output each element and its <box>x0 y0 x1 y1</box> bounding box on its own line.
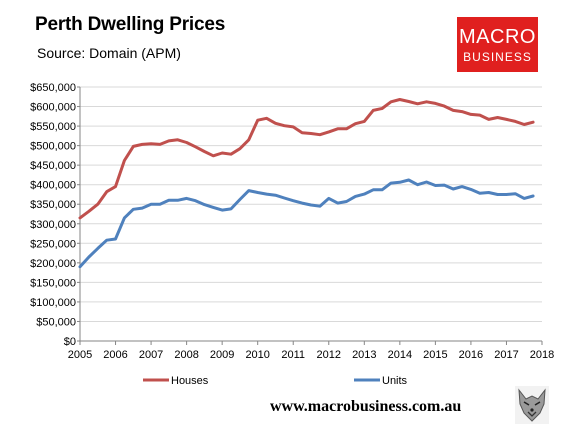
legend-label-houses: Houses <box>171 375 209 387</box>
y-tick-label: $300,000 <box>30 219 76 231</box>
series-houses <box>78 98 535 220</box>
wolf-head-icon <box>515 386 549 424</box>
macrobusiness-logo[interactable]: MACRO BUSINESS <box>457 17 538 72</box>
y-tick-label: $0 <box>64 336 76 348</box>
y-axis-tick-labels: $0 $50,000 $100,000 $150,000 $200,000 $250,00… <box>30 82 76 348</box>
y-tick-label: $200,000 <box>30 258 76 270</box>
y-tick-label: $500,000 <box>30 141 76 153</box>
y-tick-label: $600,000 <box>30 102 76 114</box>
x-tick-label: 2018 <box>530 349 554 361</box>
chart-legend: Houses Units <box>143 375 408 387</box>
chart-gridlines <box>80 86 542 322</box>
x-tick-label: 2017 <box>494 349 518 361</box>
chart-axes <box>77 86 543 345</box>
x-tick-label: 2014 <box>388 349 412 361</box>
x-tick-label: 2016 <box>459 349 483 361</box>
x-axis-tick-labels: 2005 2006 2007 2008 2009 2010 2011 2012 2013 2014… <box>68 349 554 361</box>
x-tick-label: 2009 <box>210 349 234 361</box>
logo-line-1: MACRO <box>459 26 536 48</box>
y-tick-label: $450,000 <box>30 160 76 172</box>
y-tick-label: $400,000 <box>30 180 76 192</box>
x-tick-label: 2006 <box>103 349 127 361</box>
y-tick-label: $50,000 <box>36 316 76 328</box>
website-url[interactable]: www.macrobusiness.com.au <box>270 398 462 415</box>
x-tick-label: 2008 <box>174 349 198 361</box>
chart-subtitle: Source: Domain (APM) <box>37 45 181 61</box>
series-units <box>78 178 535 269</box>
logo-line-2: BUSINESS <box>463 50 532 64</box>
y-tick-label: $250,000 <box>30 238 76 250</box>
y-tick-label: $550,000 <box>30 121 76 133</box>
units-line <box>78 178 535 269</box>
legend-label-units: Units <box>382 375 408 387</box>
y-tick-label: $100,000 <box>30 297 76 309</box>
houses-line <box>78 98 535 220</box>
y-tick-label: $350,000 <box>30 199 76 211</box>
chart-title: Perth Dwelling Prices <box>35 14 226 35</box>
x-tick-label: 2015 <box>423 349 447 361</box>
x-tick-label: 2005 <box>68 349 92 361</box>
y-tick-label: $650,000 <box>30 82 76 94</box>
x-tick-label: 2012 <box>317 349 341 361</box>
y-tick-label: $150,000 <box>30 277 76 289</box>
x-tick-label: 2013 <box>352 349 376 361</box>
x-tick-label: 2010 <box>245 349 269 361</box>
x-tick-label: 2007 <box>139 349 163 361</box>
x-tick-label: 2011 <box>281 349 305 361</box>
chart-series <box>78 98 535 269</box>
